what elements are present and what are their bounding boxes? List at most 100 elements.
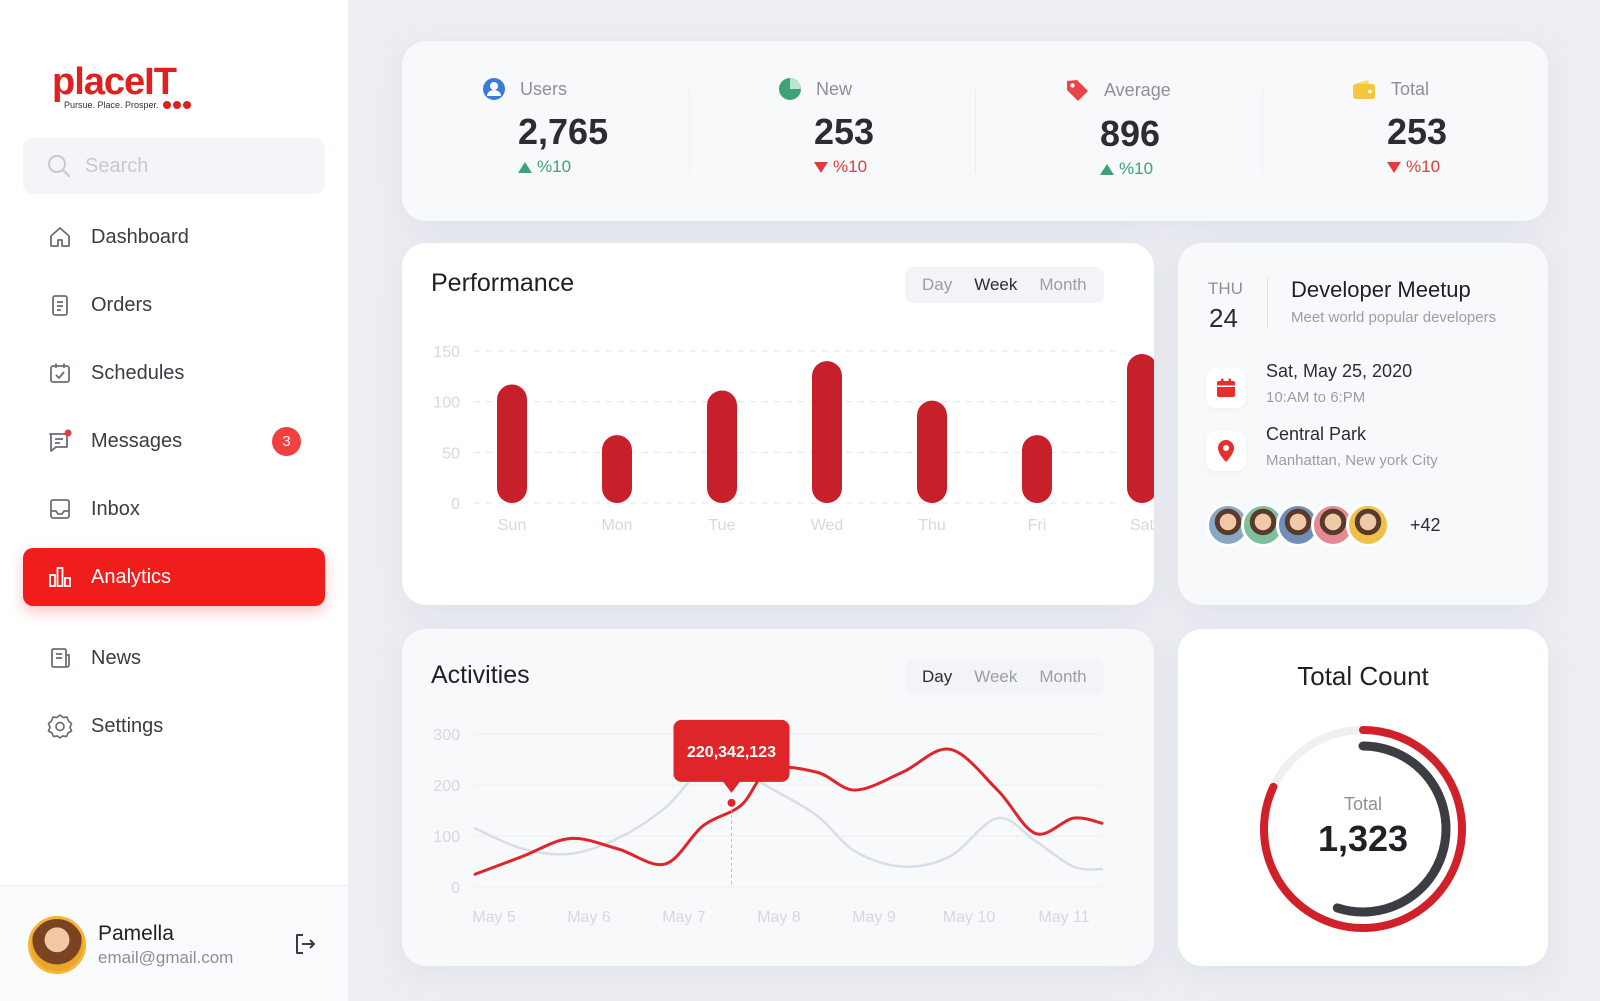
trend-up-icon [1100,163,1114,175]
sidebar-item-analytics[interactable]: Analytics [23,548,325,606]
activities-range-toggle: Day Week Month [905,659,1104,695]
y-tick-label: 0 [451,496,460,513]
user-avatar[interactable] [28,916,86,974]
bar [497,384,527,503]
message-icon [47,428,73,454]
stat-delta: %10 [814,157,998,177]
user-profile: Pamella email@gmail.com [0,885,348,1001]
x-tick-label: May 5 [472,909,516,926]
event-address: Manhattan, New york City [1266,452,1438,469]
x-tick-label: Thu [918,517,946,534]
tag-icon [1067,80,1088,101]
y-tick-label: 100 [433,395,460,412]
sidebar-item-label: Dashboard [91,225,189,248]
tab-week[interactable]: Week [974,275,1018,294]
tooltip-pointer [722,780,741,793]
divider [1267,277,1268,329]
clipboard-icon [47,292,73,318]
series-line [473,747,1104,876]
ring-inner-arc [1332,741,1451,917]
tab-month[interactable]: Month [1039,667,1087,686]
tab-day[interactable]: Day [922,667,953,686]
stat-delta: %10 [1387,157,1571,177]
y-tick-label: 50 [442,445,460,462]
brand-tagline: Pursue. Place. Prosper. [64,100,159,110]
logout-icon[interactable] [292,931,318,957]
activities-card: Activities Day Week Month 0 100 200 300 May … [402,629,1154,966]
attendees-more-count[interactable]: +42 [1410,515,1441,535]
sidebar-item-schedules[interactable]: Schedules [23,344,325,402]
sidebar-item-label: Orders [91,293,153,316]
tab-week[interactable]: Week [974,667,1018,686]
calendar-check-icon [47,360,73,386]
stat-label: New [816,78,853,99]
stat-delta: %10 [1100,159,1284,179]
home-icon [47,224,73,250]
total-count-title: Total Count [1297,661,1429,691]
x-tick-label: Wed [811,517,844,534]
trend-down-icon [1387,161,1401,173]
performance-bar-chart: 0 50 100 150 Sun Mon Tue Wed Thu Fri Sat [433,344,1154,534]
total-label: Total [1343,794,1383,814]
bar [1022,435,1052,503]
x-tick-label: Mon [601,517,632,534]
user-email: email@gmail.com [98,948,234,967]
trend-up-icon [518,161,532,173]
activities-line-chart: 0 100 200 300 May 5 May 6 May 7 May 8 May 9 May 1… [433,719,1104,926]
sidebar-item-label: Analytics [91,565,172,588]
sidebar: placeIT Pursue. Place. Prosper. Dashboar… [0,0,348,1001]
attendee-avatars[interactable] [1206,503,1390,547]
bar [602,435,632,503]
sidebar-item-dashboard[interactable]: Dashboard [23,208,325,266]
tooltip-value: 220,342,123 [687,744,776,761]
sidebar-item-orders[interactable]: Orders [23,276,325,334]
stat-label: Total [1391,78,1430,99]
x-tick-label: May 7 [662,909,706,926]
stat-value: 253 [814,111,875,152]
x-tick-label: May 8 [757,909,801,926]
stat-new: New 253 %10 [778,77,998,177]
bar-chart-icon [47,564,73,590]
performance-range-toggle: Day Week Month [905,267,1104,303]
sidebar-item-label: Messages [91,429,183,452]
x-tick-label: May 11 [1038,909,1089,926]
performance-card: Performance Day Week Month 0 50 100 150 Sun M… [402,243,1154,605]
stats-card: Users 2,765 %10 New 253 %10 Average 896 … [402,41,1548,221]
calendar-icon [1206,368,1246,408]
sidebar-item-messages[interactable]: Messages 3 [23,412,325,470]
stat-label: Average [1104,79,1171,100]
series-line [473,765,1104,871]
y-tick-label: 100 [433,829,460,846]
y-tick-label: 200 [433,778,460,795]
sidebar-item-label: Schedules [91,361,185,384]
stat-users: Users 2,765 %10 [482,77,702,177]
ring-outer-arc [1260,726,1466,932]
stat-label: Users [520,78,568,99]
location-pin-icon [1206,431,1246,471]
divider [975,89,976,173]
event-day-number: 24 [1209,303,1238,333]
total-count-ring [1260,726,1466,932]
x-tick-label: May 10 [943,909,996,926]
divider [1262,89,1263,173]
sidebar-item-settings[interactable]: Settings [23,697,325,755]
event-time: 10:AM to 6:PM [1266,389,1366,406]
sidebar-item-label: News [91,646,142,669]
brand-logo[interactable]: placeIT Pursue. Place. Prosper. [52,62,202,114]
search-input[interactable] [85,154,305,178]
y-tick-label: 0 [451,880,460,897]
divider [689,89,690,173]
event-card[interactable]: THU 24 Developer Meetup Meet world popul… [1178,243,1548,605]
total-count-card: Total Count Total 1,323 [1178,629,1548,966]
total-value: 1,323 [1317,818,1409,859]
tab-month[interactable]: Month [1039,275,1087,294]
x-tick-label: May 9 [852,909,896,926]
x-tick-label: Tue [709,517,736,534]
sidebar-item-news[interactable]: News [23,629,325,687]
activities-title: Activities [431,661,530,689]
bar [917,400,947,503]
attendee-avatar[interactable] [1346,503,1390,547]
sidebar-item-inbox[interactable]: Inbox [23,480,325,538]
tab-day[interactable]: Day [922,275,953,294]
tooltip-box [673,719,790,782]
